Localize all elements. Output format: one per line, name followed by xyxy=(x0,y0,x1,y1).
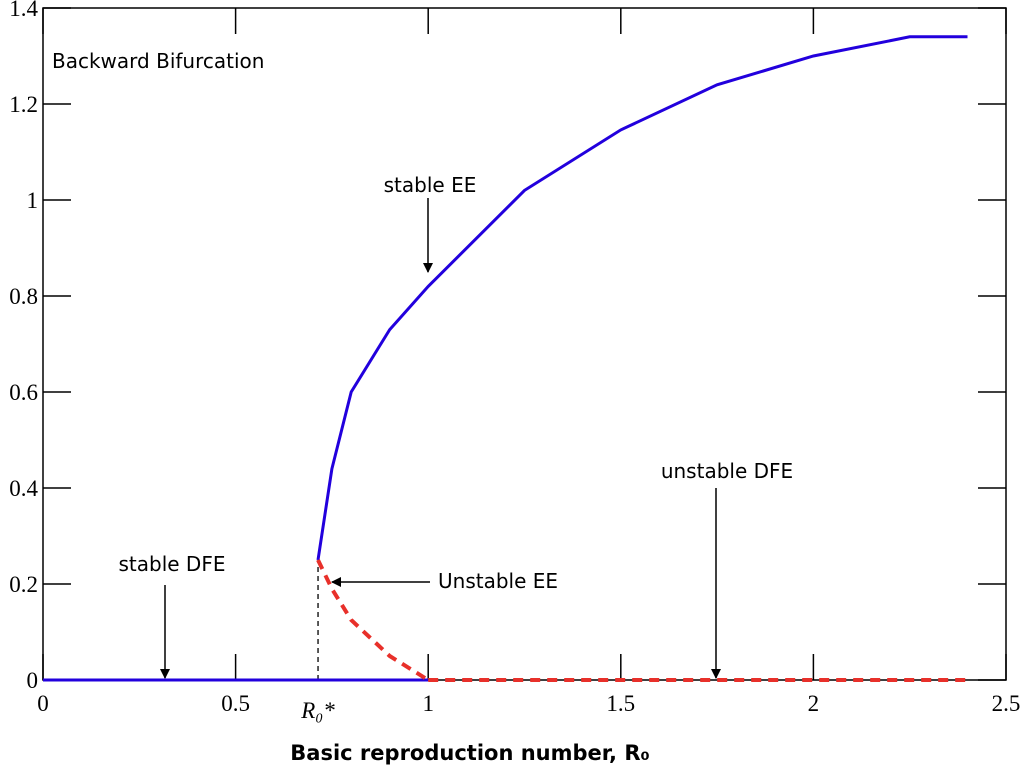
y-tick-label: 1 xyxy=(27,188,39,213)
y-tick-label: 1.4 xyxy=(9,0,38,21)
x-tick-label: 2.5 xyxy=(992,691,1021,716)
y-tick-label: 0.8 xyxy=(9,284,38,309)
x-axis-label: Basic reproduction number, R₀ xyxy=(290,741,649,765)
series-line xyxy=(316,35,968,561)
series-label: Unstable EE xyxy=(438,569,558,593)
series-label: stable EE xyxy=(384,173,477,197)
y-tick-label: 0.6 xyxy=(9,380,38,405)
y-tick-label: 1.2 xyxy=(9,92,38,117)
x-tick-label: 2 xyxy=(808,691,820,716)
x-tick-label: 1.5 xyxy=(606,691,635,716)
x-tick-label: 0 xyxy=(37,691,49,716)
y-tick-label: 0 xyxy=(27,668,39,693)
x-tick-label: 1 xyxy=(422,691,434,716)
series-line xyxy=(316,559,430,682)
series-label: stable DFE xyxy=(119,552,226,576)
plot-frame xyxy=(42,7,1007,681)
series-label: unstable DFE xyxy=(661,459,793,483)
chart-annotation: Backward Bifurcation xyxy=(52,49,264,73)
y-tick-label: 0.2 xyxy=(9,572,38,597)
x-tick-label: R₀* xyxy=(300,698,335,723)
y-tick-label: 0.4 xyxy=(9,476,38,501)
x-tick-label: 0.5 xyxy=(221,691,250,716)
